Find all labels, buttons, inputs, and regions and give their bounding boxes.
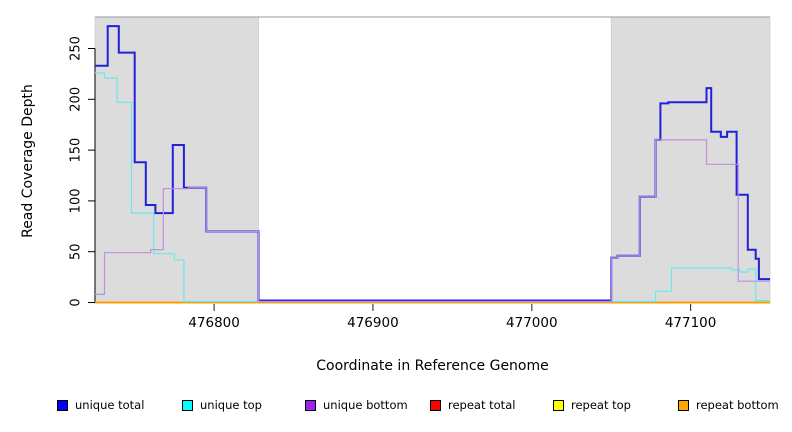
legend: unique total unique top unique bottom repea… [0, 398, 792, 418]
legend-label: repeat bottom [696, 398, 779, 412]
series-line-unique-bottom [95, 139, 770, 303]
x-tick-label: 476900 [347, 315, 399, 331]
x-axis-title: Coordinate in Reference Genome [316, 358, 549, 374]
legend-item: repeat bottom [678, 398, 779, 412]
legend-item: unique bottom [305, 398, 408, 412]
legend-label: unique bottom [323, 398, 408, 412]
masked-region [610, 16, 771, 304]
x-tick-label: 477000 [506, 315, 558, 331]
y-tick-label: 150 [69, 138, 84, 163]
legend-swatch-icon [305, 399, 316, 411]
legend-item: repeat total [430, 398, 515, 412]
x-tick-label: 476800 [188, 315, 240, 331]
y-axis-title: Read Coverage Depth [20, 84, 36, 238]
x-tick-label: 477100 [665, 315, 717, 331]
legend-item: unique total [57, 398, 144, 412]
y-tick-label: 200 [69, 87, 84, 112]
legend-label: unique top [200, 398, 262, 412]
y-tick-label: 100 [69, 188, 84, 213]
legend-item: repeat top [553, 398, 631, 412]
legend-item: unique top [182, 398, 262, 412]
legend-label: repeat total [448, 398, 516, 412]
legend-swatch-icon [430, 399, 441, 411]
legend-swatch-icon [553, 399, 564, 411]
masked-region [94, 16, 259, 304]
y-tick-label: 250 [69, 36, 84, 61]
y-tick-label: 50 [69, 243, 84, 260]
y-tick-label: 0 [69, 298, 84, 306]
legend-label: repeat top [571, 398, 631, 412]
legend-swatch-icon [678, 399, 689, 411]
legend-label: unique total [75, 398, 145, 412]
legend-swatch-icon [57, 399, 68, 411]
legend-swatch-icon [182, 399, 193, 411]
